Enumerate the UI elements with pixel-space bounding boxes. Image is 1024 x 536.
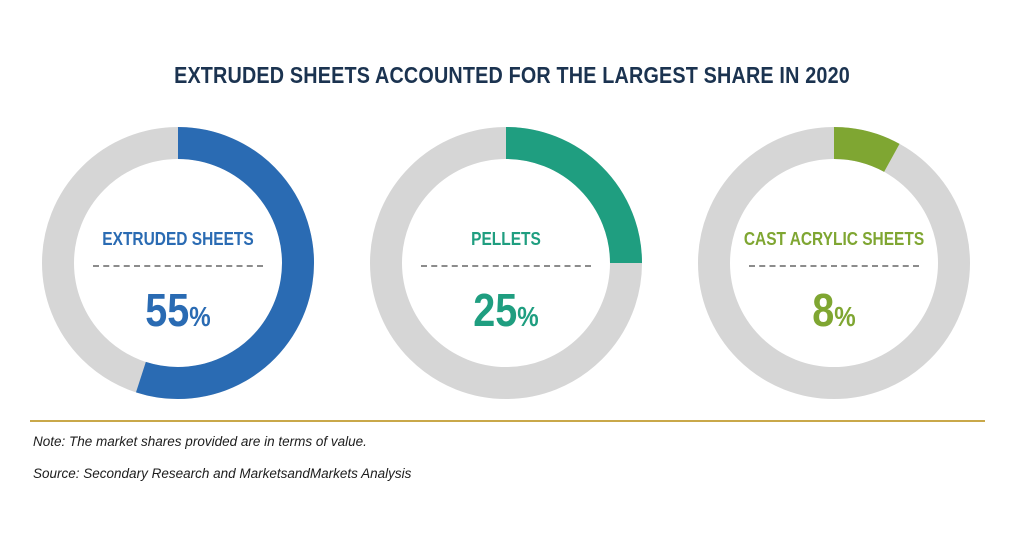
category-label: PELLETS [471, 229, 541, 249]
donut-segment-extruded-sheets [136, 127, 314, 399]
donut-ring-background [698, 127, 970, 399]
donut-chart-extruded-sheets: EXTRUDED SHEETS 55% [38, 123, 318, 403]
value-number: 25 [473, 284, 518, 336]
category-label: EXTRUDED SHEETS [102, 229, 254, 249]
value-label: 55% [58, 283, 299, 337]
category-label: CAST ACRYLIC SHEETS [743, 229, 925, 249]
donut-ring-svg [370, 127, 642, 399]
value-label: 25% [386, 283, 627, 337]
donut-ring-svg [698, 127, 970, 399]
footnote: Note: The market shares provided are in … [33, 434, 367, 449]
donut-ring-svg [42, 127, 314, 399]
dashed-divider [749, 265, 919, 267]
donut-chart-cast-acrylic-sheets: CAST ACRYLIC SHEETS 8% [694, 123, 974, 403]
value-label: 8% [714, 283, 955, 337]
dashed-divider [93, 265, 263, 267]
chart-title: EXTRUDED SHEETS ACCOUNTED FOR THE LARGES… [174, 62, 850, 88]
value-number: 55 [145, 284, 190, 336]
donut-chart-pellets: PELLETS 25% [366, 123, 646, 403]
value-unit: % [189, 301, 211, 332]
value-number: 8 [812, 284, 835, 336]
footer-divider [30, 420, 985, 422]
source-note: Source: Secondary Research and Marketsan… [33, 466, 412, 481]
dashed-divider [421, 265, 591, 267]
value-unit: % [834, 301, 856, 332]
donut-segment-cast-acrylic-sheets [833, 127, 900, 173]
donut-segment-pellets [505, 127, 642, 264]
value-unit: % [517, 301, 539, 332]
